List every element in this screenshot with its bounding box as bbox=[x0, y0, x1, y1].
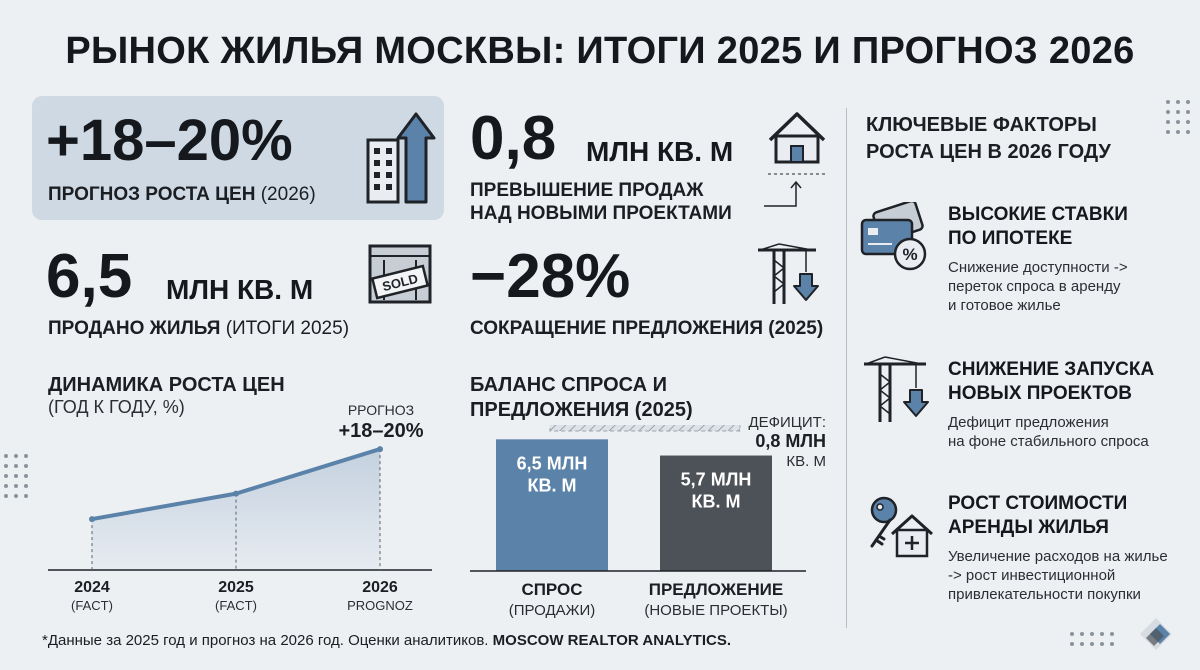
factor1-desc-line3: и готовое жилье bbox=[948, 297, 1061, 314]
bar-category-label: СПРОС bbox=[521, 580, 582, 599]
factor2-desc-line2: на фоне стабильного спроса bbox=[948, 433, 1149, 450]
bar bbox=[660, 455, 772, 571]
deficit-label: ДЕФИЦИТ: bbox=[748, 414, 826, 431]
line-tick-year: 2025 bbox=[218, 579, 254, 596]
forecast-label: ПРОГНОЗ РОСТА ЦЕН (2026) bbox=[48, 184, 316, 205]
svg-text:%: % bbox=[902, 245, 917, 264]
factors-title-line2: РОСТА ЦЕН В 2026 ГОДУ bbox=[866, 141, 1111, 163]
bar-value-label: 5,7 МЛН bbox=[681, 470, 752, 490]
line-point bbox=[233, 490, 239, 497]
factor3-title-line2: АРЕНДЫ ЖИЛЬЯ bbox=[948, 517, 1109, 538]
line-chart-subtitle: (ГОД К ГОДУ, %) bbox=[48, 397, 185, 417]
excess-label-line2: НАД НОВЫМИ ПРОЕКТАМИ bbox=[470, 203, 732, 224]
brand-logo-icon bbox=[1140, 618, 1172, 650]
page-title: РЫНОК ЖИЛЬЯ МОСКВЫ: ИТОГИ 2025 И ПРОГНОЗ… bbox=[65, 30, 1135, 72]
bar-category-note: (НОВЫЕ ПРОЕКТЫ) bbox=[644, 602, 787, 619]
excess-value: 0,8 bbox=[470, 104, 557, 173]
sold-value: 6,5 bbox=[46, 242, 133, 311]
forecast-value: +18–20% bbox=[46, 108, 293, 173]
bar-chart-title-line1: БАЛАНС СПРОСА И bbox=[470, 374, 667, 396]
factor1-title-line2: ПО ИПОТЕКЕ bbox=[948, 228, 1073, 249]
decor-dots-bottom bbox=[1070, 632, 1114, 646]
bar bbox=[496, 439, 608, 571]
line-point bbox=[89, 516, 95, 523]
factor3-title-line1: РОСТ СТОИМОСТИ bbox=[948, 493, 1128, 514]
line-tick-note: (FACT) bbox=[215, 598, 257, 613]
line-tick-note: PROGNOZ bbox=[347, 598, 413, 613]
building-growth-icon bbox=[366, 112, 436, 204]
crane-down-icon bbox=[864, 356, 929, 422]
excess-label-line1: ПРЕВЫШЕНИЕ ПРОДАЖ bbox=[470, 180, 704, 201]
line-tick-year: 2026 bbox=[362, 579, 398, 596]
factor1-title-line1: ВЫСОКИЕ СТАВКИ bbox=[948, 204, 1128, 225]
sold-sign-icon: SOLD bbox=[368, 244, 432, 304]
bar-value-unit: КВ. М bbox=[528, 475, 577, 495]
decor-dots-right bbox=[1166, 100, 1190, 134]
supply-cut-label: СОКРАЩЕНИЕ ПРЕДЛОЖЕНИЯ (2025) bbox=[470, 318, 824, 339]
line-tick-year: 2024 bbox=[74, 579, 110, 596]
supply-cut-value: −28% bbox=[470, 242, 631, 311]
card-percent-icon: % bbox=[860, 202, 927, 271]
factor3-desc-line2: -> рост инвестиционной bbox=[948, 567, 1116, 584]
bar-chart-title-line2: ПРЕДЛОЖЕНИЯ (2025) bbox=[470, 399, 693, 421]
factor2-desc-line1: Дефицит предложения bbox=[948, 414, 1109, 431]
excess-unit: МЛН КВ. М bbox=[586, 136, 734, 167]
decor-dots-left bbox=[4, 454, 28, 498]
sold-unit: МЛН КВ. М bbox=[166, 274, 314, 305]
crane-icon bbox=[758, 243, 819, 304]
line-tick-note: (FACT) bbox=[71, 598, 113, 613]
deficit-value: 0,8 МЛН bbox=[755, 431, 826, 451]
factor1-desc-line1: Снижение доступности -> bbox=[948, 259, 1128, 276]
key-house-icon bbox=[870, 496, 934, 558]
bar-value-unit: КВ. М bbox=[692, 492, 741, 512]
deficit-hatch bbox=[549, 425, 741, 432]
deficit-unit: КВ. М bbox=[786, 453, 826, 470]
factors-title-line1: КЛЮЧЕВЫЕ ФАКТОРЫ bbox=[866, 114, 1097, 136]
factor1-desc-line2: переток спроса в аренду bbox=[948, 278, 1121, 295]
house-icon bbox=[764, 112, 828, 207]
factor2-title-line1: СНИЖЕНИЕ ЗАПУСКА bbox=[948, 359, 1155, 380]
sold-label: ПРОДАНО ЖИЛЬЯ (ИТОГИ 2025) bbox=[48, 318, 350, 339]
column-divider bbox=[846, 108, 847, 628]
bar-category-note: (ПРОДАЖИ) bbox=[509, 602, 596, 619]
line-chart-title: ДИНАМИКА РОСТА ЦЕН bbox=[48, 374, 285, 396]
factor3-desc-line3: привлекательности покупки bbox=[948, 586, 1141, 603]
factor2-title-line2: НОВЫХ ПРОЕКТОВ bbox=[948, 383, 1133, 404]
footer-note: *Данные за 2025 год и прогноз на 2026 го… bbox=[42, 632, 731, 649]
bar-category-label: ПРЕДЛОЖЕНИЕ bbox=[649, 580, 783, 599]
line-chart: 2024 (FACT) 2025 (FACT) 2026 PROGNOZ bbox=[48, 446, 432, 613]
line-annotation-value: +18–20% bbox=[338, 420, 424, 442]
factor3-desc-line1: Увеличение расходов на жилье bbox=[948, 548, 1168, 565]
line-point bbox=[377, 446, 383, 453]
line-area bbox=[92, 449, 380, 570]
line-annotation-label: PРОГНОЗ bbox=[347, 402, 415, 418]
bar-value-label: 6,5 МЛН bbox=[517, 453, 588, 473]
